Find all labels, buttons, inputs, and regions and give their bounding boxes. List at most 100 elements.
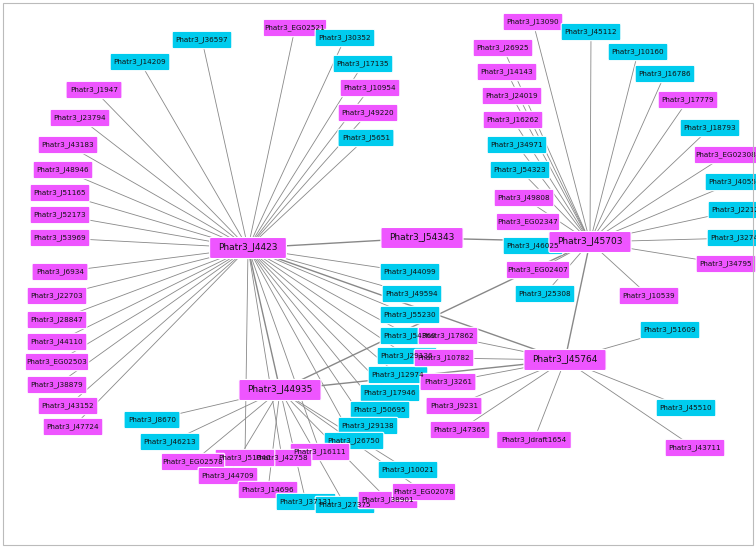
Text: Phatr3_EG02521: Phatr3_EG02521 — [265, 25, 325, 31]
FancyBboxPatch shape — [66, 81, 122, 99]
FancyBboxPatch shape — [338, 104, 398, 122]
FancyBboxPatch shape — [263, 19, 327, 37]
Text: Phatr3_J16262: Phatr3_J16262 — [487, 117, 539, 123]
Text: Phatr3_J10160: Phatr3_J10160 — [612, 49, 665, 55]
FancyBboxPatch shape — [324, 432, 384, 450]
Text: Phatr3_J14209: Phatr3_J14209 — [113, 59, 166, 65]
FancyBboxPatch shape — [496, 213, 559, 231]
Text: Phatr3_J17862: Phatr3_J17862 — [422, 333, 474, 339]
FancyBboxPatch shape — [215, 449, 275, 467]
Text: Phatr3_J5651: Phatr3_J5651 — [342, 135, 390, 141]
Text: Phatr3_J51165: Phatr3_J51165 — [34, 190, 86, 196]
FancyBboxPatch shape — [30, 184, 90, 202]
Text: Phatr3_J32747: Phatr3_J32747 — [711, 235, 756, 241]
FancyBboxPatch shape — [487, 136, 547, 153]
FancyBboxPatch shape — [368, 367, 428, 384]
Text: Phatr3_J44099: Phatr3_J44099 — [384, 269, 436, 276]
Text: Phatr3_J36597: Phatr3_J36597 — [175, 37, 228, 43]
FancyBboxPatch shape — [507, 261, 570, 279]
Text: Phatr3_J43152: Phatr3_J43152 — [42, 403, 94, 409]
FancyBboxPatch shape — [383, 286, 442, 302]
FancyBboxPatch shape — [482, 87, 542, 105]
FancyBboxPatch shape — [161, 453, 225, 471]
Text: Phatr3_J17135: Phatr3_J17135 — [336, 61, 389, 67]
FancyBboxPatch shape — [33, 161, 93, 179]
Text: Phatr3_J51609: Phatr3_J51609 — [643, 327, 696, 333]
FancyBboxPatch shape — [338, 418, 398, 435]
FancyBboxPatch shape — [426, 397, 482, 415]
Text: Phatr3_J55230: Phatr3_J55230 — [384, 312, 436, 318]
FancyBboxPatch shape — [43, 418, 103, 436]
Text: Phatr3_J51040: Phatr3_J51040 — [218, 455, 271, 461]
FancyBboxPatch shape — [377, 347, 437, 364]
FancyBboxPatch shape — [497, 431, 572, 449]
Text: Phatr3_J9231: Phatr3_J9231 — [430, 403, 478, 409]
FancyBboxPatch shape — [238, 481, 298, 499]
Text: Phatr3_J54323: Phatr3_J54323 — [494, 167, 547, 173]
FancyBboxPatch shape — [430, 421, 490, 438]
FancyBboxPatch shape — [276, 493, 336, 511]
Text: Phatr3_J46025: Phatr3_J46025 — [507, 243, 559, 249]
Text: Phatr3_J28847: Phatr3_J28847 — [31, 317, 83, 323]
FancyBboxPatch shape — [50, 110, 110, 127]
FancyBboxPatch shape — [708, 201, 756, 219]
FancyBboxPatch shape — [561, 24, 621, 41]
Text: Phatr3_J23794: Phatr3_J23794 — [54, 115, 107, 121]
Text: Phatr3_EG02308: Phatr3_EG02308 — [696, 152, 756, 158]
FancyBboxPatch shape — [315, 30, 375, 47]
FancyBboxPatch shape — [172, 31, 232, 49]
Text: Phatr3_J49220: Phatr3_J49220 — [342, 110, 395, 116]
Text: Phatr3_J8670: Phatr3_J8670 — [128, 416, 176, 424]
FancyBboxPatch shape — [38, 136, 98, 153]
Text: Phatr3_EG02503: Phatr3_EG02503 — [26, 358, 88, 366]
Text: Phatr3_J53969: Phatr3_J53969 — [34, 235, 86, 241]
FancyBboxPatch shape — [32, 264, 88, 281]
Text: Phatr3_J43183: Phatr3_J43183 — [42, 141, 94, 149]
Text: Phatr3_EG02347: Phatr3_EG02347 — [497, 219, 559, 225]
FancyBboxPatch shape — [473, 39, 533, 56]
FancyBboxPatch shape — [378, 461, 438, 478]
Text: Phatr3_J45510: Phatr3_J45510 — [660, 404, 712, 412]
Text: Phatr3_J26925: Phatr3_J26925 — [477, 44, 529, 52]
Text: Phatr3_J10782: Phatr3_J10782 — [417, 355, 470, 361]
Text: Phatr3_J43711: Phatr3_J43711 — [669, 444, 721, 452]
Text: Phatr3_J3261: Phatr3_J3261 — [424, 379, 472, 385]
Text: Phatr3_J48946: Phatr3_J48946 — [37, 167, 89, 173]
FancyBboxPatch shape — [30, 207, 90, 224]
Text: Phatr3_J46213: Phatr3_J46213 — [144, 438, 197, 446]
Text: Phatr3_J6934: Phatr3_J6934 — [36, 269, 84, 276]
Text: Phatr3_J38901: Phatr3_J38901 — [361, 496, 414, 504]
FancyBboxPatch shape — [665, 439, 725, 456]
FancyBboxPatch shape — [635, 65, 695, 83]
FancyBboxPatch shape — [380, 306, 440, 324]
Text: Phatr3_EG02578: Phatr3_EG02578 — [163, 459, 223, 465]
FancyBboxPatch shape — [350, 401, 410, 419]
FancyBboxPatch shape — [333, 55, 393, 73]
FancyBboxPatch shape — [392, 483, 456, 501]
Text: Phatr3_J44709: Phatr3_J44709 — [202, 472, 254, 480]
Text: Phatr3_J37131: Phatr3_J37131 — [280, 499, 333, 505]
Text: Phatr3_J54343: Phatr3_J54343 — [389, 233, 454, 243]
Text: Phatr3_J45764: Phatr3_J45764 — [532, 356, 598, 364]
FancyBboxPatch shape — [239, 379, 321, 401]
Text: Phatr3_Jdraft1654: Phatr3_Jdraft1654 — [501, 437, 567, 443]
Text: Phatr3_J45112: Phatr3_J45112 — [565, 28, 618, 36]
Text: Phatr3_J26750: Phatr3_J26750 — [327, 438, 380, 444]
Text: Phatr3_J49594: Phatr3_J49594 — [386, 290, 438, 298]
FancyBboxPatch shape — [515, 286, 575, 302]
FancyBboxPatch shape — [477, 64, 537, 81]
FancyBboxPatch shape — [696, 255, 756, 273]
Text: Phatr3_J52173: Phatr3_J52173 — [34, 212, 86, 218]
Text: Phatr3_J13090: Phatr3_J13090 — [507, 19, 559, 25]
Text: Phatr3_EG02407: Phatr3_EG02407 — [507, 267, 569, 273]
Text: Phatr3_J16786: Phatr3_J16786 — [639, 71, 691, 77]
Text: Phatr3_J17946: Phatr3_J17946 — [364, 390, 417, 396]
FancyBboxPatch shape — [253, 449, 311, 467]
FancyBboxPatch shape — [198, 467, 258, 484]
FancyBboxPatch shape — [124, 412, 180, 429]
FancyBboxPatch shape — [27, 376, 87, 393]
FancyBboxPatch shape — [414, 349, 474, 367]
Text: Phatr3_J44110: Phatr3_J44110 — [31, 339, 83, 345]
Text: Phatr3_J30352: Phatr3_J30352 — [319, 35, 371, 42]
Text: Phatr3_J14143: Phatr3_J14143 — [481, 68, 533, 76]
